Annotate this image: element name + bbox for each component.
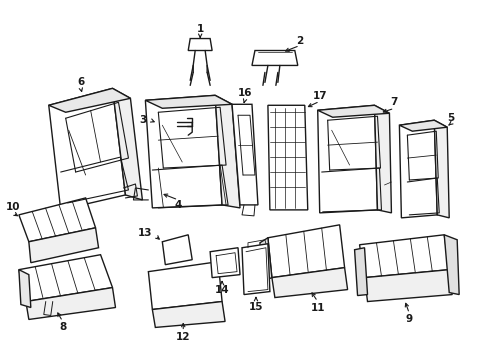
Text: 10: 10 <box>6 202 20 212</box>
Polygon shape <box>148 262 222 310</box>
Text: 17: 17 <box>312 91 326 101</box>
Text: 11: 11 <box>310 302 325 312</box>
Text: 8: 8 <box>59 323 66 332</box>
Polygon shape <box>317 105 388 117</box>
Polygon shape <box>267 105 307 210</box>
Polygon shape <box>374 105 390 213</box>
Polygon shape <box>112 88 142 200</box>
Polygon shape <box>271 268 347 298</box>
Text: 1: 1 <box>196 24 203 33</box>
Text: 3: 3 <box>140 115 147 125</box>
Text: 12: 12 <box>176 332 190 342</box>
Polygon shape <box>210 248 240 278</box>
Polygon shape <box>260 238 271 282</box>
Text: 13: 13 <box>138 228 152 238</box>
Text: 5: 5 <box>447 113 454 123</box>
Text: 15: 15 <box>248 302 263 311</box>
Polygon shape <box>19 270 31 307</box>
Text: 7: 7 <box>390 97 397 107</box>
Polygon shape <box>251 50 297 66</box>
Polygon shape <box>399 120 436 218</box>
Polygon shape <box>145 95 232 108</box>
Polygon shape <box>26 288 115 319</box>
Polygon shape <box>433 120 448 218</box>
Polygon shape <box>153 118 177 130</box>
Polygon shape <box>49 88 130 112</box>
Text: 2: 2 <box>296 36 303 46</box>
Polygon shape <box>162 235 192 265</box>
Polygon shape <box>215 95 240 208</box>
Polygon shape <box>359 235 448 278</box>
Polygon shape <box>443 235 458 294</box>
Polygon shape <box>152 302 224 328</box>
Text: 6: 6 <box>77 77 84 87</box>
Polygon shape <box>19 198 95 242</box>
Polygon shape <box>232 104 258 205</box>
Polygon shape <box>317 105 377 213</box>
Text: 16: 16 <box>237 88 252 98</box>
Polygon shape <box>49 88 125 210</box>
Polygon shape <box>188 39 212 50</box>
Polygon shape <box>242 244 269 294</box>
Text: 9: 9 <box>405 314 412 324</box>
Polygon shape <box>364 270 451 302</box>
Polygon shape <box>29 228 99 263</box>
Polygon shape <box>145 95 222 208</box>
Polygon shape <box>354 248 367 296</box>
Polygon shape <box>399 120 447 131</box>
Text: 14: 14 <box>214 284 229 294</box>
Polygon shape <box>267 225 344 278</box>
Polygon shape <box>19 255 112 302</box>
Text: 4: 4 <box>174 200 182 210</box>
